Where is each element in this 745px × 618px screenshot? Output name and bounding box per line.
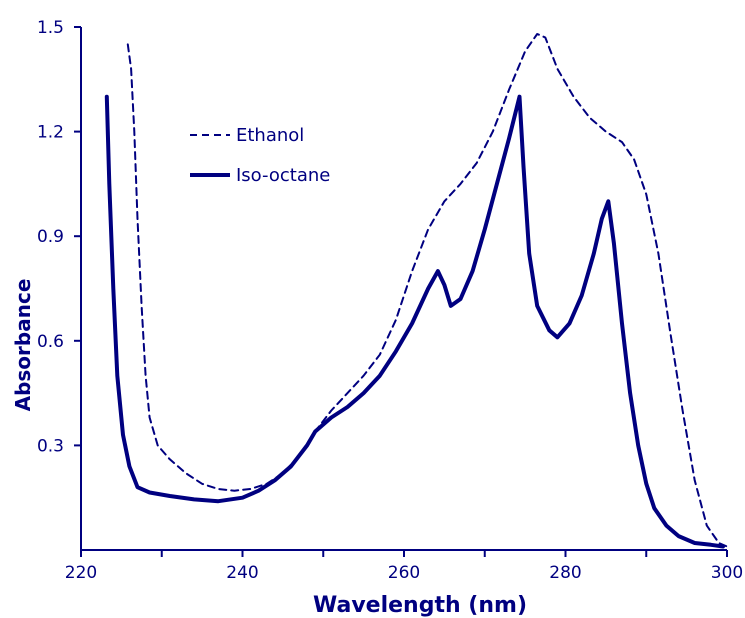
y-tick-label-1.2: 1.2 (37, 123, 64, 143)
tick-layer: 220 240 260 280 300 0.3 0.6 0.9 1.2 1.5 (37, 18, 743, 583)
legend-label-ethanol: Ethanol (236, 125, 304, 146)
y-tick-label-0.3: 0.3 (37, 436, 64, 456)
x-axis-title: Wavelength (nm) (313, 593, 527, 618)
x-tick-label-220: 220 (65, 563, 97, 583)
x-tick-label-240: 240 (226, 563, 258, 583)
y-tick-label-0.6: 0.6 (37, 332, 64, 352)
y-tick-label-1.5: 1.5 (37, 18, 64, 38)
legend: Ethanol Iso-octane (190, 125, 330, 186)
y-axis-title: Absorbance (11, 279, 35, 412)
series-line-iso-octane (104, 94, 725, 549)
x-tick-label-260: 260 (388, 563, 420, 583)
series-line-ethanol (126, 33, 728, 548)
axes (80, 27, 727, 551)
x-tick-label-280: 280 (549, 563, 581, 583)
series-layer (104, 33, 728, 549)
y-tick-label-0.9: 0.9 (37, 227, 64, 247)
x-tick-label-300: 300 (711, 563, 743, 583)
legend-label-iso-octane: Iso-octane (236, 165, 330, 186)
